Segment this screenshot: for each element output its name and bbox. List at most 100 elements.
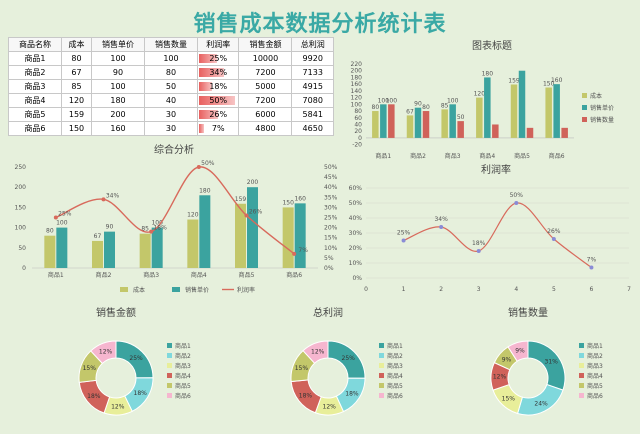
- table-cell: 80: [60, 51, 93, 66]
- donut-chart-sales-qty: 销售数量 31% 24% 15% 12% 9%9% 商品1 商品2 商品3 商品4 商品5 商品6: [490, 306, 603, 416]
- table-cell: 18%: [196, 79, 240, 94]
- point-value-label: 34%: [434, 216, 448, 223]
- legend-label: 成本: [590, 92, 602, 100]
- legend-label: 销售数量: [590, 116, 614, 124]
- bar-value-label: 100: [386, 97, 398, 104]
- table-cell: 5000: [238, 79, 293, 94]
- bar-value-label: 159: [508, 77, 520, 84]
- slice-pct-label: 18%: [345, 390, 359, 397]
- bar-成本: [372, 111, 379, 138]
- y2-tick-label: 10%: [324, 245, 338, 252]
- x-tick-label: 商品1: [375, 152, 391, 160]
- legend-swatch: [579, 363, 584, 368]
- y-tick-label: 250: [15, 164, 27, 171]
- table-cell: 100: [91, 79, 145, 94]
- bar-value-label: 100: [447, 97, 459, 104]
- table-cell: 7%: [196, 121, 240, 136]
- x-tick-label: 0: [364, 286, 368, 293]
- profit-rate-point: [439, 225, 444, 229]
- bar-value-label: 180: [199, 187, 211, 194]
- legend-swatch: [582, 93, 587, 98]
- rate-value-label: 7%: [298, 247, 308, 254]
- profit-rate-line: [403, 202, 592, 268]
- point-value-label: 18%: [472, 240, 486, 247]
- x-tick-label: 3: [477, 286, 481, 293]
- profit-rate-point: [476, 249, 481, 253]
- table-cell: 商品5: [8, 107, 62, 122]
- bar-成本: [282, 207, 294, 268]
- profit-rate-value: 34%: [209, 68, 228, 77]
- table-cell: 50: [144, 79, 198, 94]
- table-header-cell: 总利润: [291, 37, 334, 52]
- slice-pct-label: 24%: [534, 400, 548, 407]
- x-tick-label: 商品2: [410, 152, 426, 160]
- table-header-cell: 销售单价: [91, 37, 145, 52]
- profit-rate-value: 18%: [209, 82, 228, 91]
- y2-tick-label: 35%: [324, 194, 338, 201]
- donut-chart-sales-amount: 销售金额 25% 18% 12% 18% 15% 12% 商品1 商品2 商品3 商品4 商品5 商品6: [78, 306, 191, 416]
- bar-value-label: 120: [187, 212, 199, 219]
- table-header-cell: 商品名称: [8, 37, 62, 52]
- point-value-label: 50%: [510, 192, 524, 199]
- rate-value-label: 34%: [106, 192, 120, 199]
- legend-label: 商品6: [175, 392, 191, 400]
- legend-swatch: [582, 117, 587, 122]
- bar-销售单价: [380, 104, 387, 138]
- x-tick-label: 商品4: [191, 271, 207, 279]
- bar-销售单价: [518, 70, 526, 138]
- bar-销售单价: [553, 84, 560, 138]
- table-cell: 6000: [238, 107, 293, 122]
- legend-swatch: [167, 373, 172, 378]
- donut-slice: [302, 340, 329, 364]
- profit-rate-point: [149, 229, 154, 234]
- point-value-label: 25%: [397, 230, 411, 237]
- legend-label: 商品4: [175, 372, 191, 380]
- bar-成本: [92, 240, 103, 268]
- y2-tick-label: 20%: [324, 225, 338, 232]
- x-tick-label: 商品6: [549, 152, 565, 160]
- table-cell: 90: [91, 65, 145, 80]
- slice-pct-label: 25%: [342, 355, 356, 362]
- bar-销售数量: [561, 127, 568, 138]
- slice-pct-label: 12%: [99, 348, 113, 355]
- table-cell: 30: [144, 107, 198, 122]
- legend-swatch: [120, 287, 128, 292]
- y2-tick-label: 25%: [324, 215, 338, 222]
- bar-value-label: 80: [46, 228, 54, 235]
- table-row: 商品5 159 200 30 26% 6000 5841: [8, 107, 334, 122]
- bar-销售单价: [56, 227, 68, 268]
- table-cell: 商品6: [8, 121, 62, 136]
- bar-销售单价: [484, 77, 491, 138]
- y-tick-label: 20: [354, 128, 362, 135]
- y-tick-label: 0: [22, 265, 26, 272]
- legend-label: 销售单价: [590, 104, 614, 112]
- profit-rate-point: [101, 197, 106, 202]
- y-tick-label: 30%: [349, 230, 363, 237]
- slice-pct-label: 12%: [311, 348, 325, 355]
- bar-chart-overview: 图表标题220200180160140120100806040200-20801…: [351, 39, 614, 160]
- chart-title: 图表标题: [472, 39, 512, 52]
- profit-rate-bar: [198, 82, 213, 91]
- x-tick-label: 商品3: [445, 152, 461, 160]
- profit-rate-bar: [198, 96, 236, 105]
- legend-label: 商品4: [587, 372, 603, 380]
- bar-成本: [476, 97, 483, 138]
- slice-pct-label: 12%: [111, 403, 125, 410]
- y-tick-label: -20: [352, 142, 362, 149]
- table-cell: 商品2: [8, 65, 62, 80]
- bar-销售数量: [422, 111, 430, 138]
- legend-swatch: [379, 373, 384, 378]
- legend-label: 商品2: [387, 352, 403, 360]
- legend-swatch: [167, 363, 172, 368]
- y-tick-label: 50%: [349, 200, 363, 207]
- table-cell: 26%: [196, 107, 240, 122]
- table-cell: 7133: [291, 65, 334, 80]
- y-tick-label: 80: [354, 108, 362, 115]
- bar-成本: [510, 84, 518, 138]
- legend-label: 商品4: [387, 372, 403, 380]
- bar-value-label: 100: [56, 220, 68, 227]
- bar-销售数量: [526, 127, 534, 138]
- slice-pct-label: 12%: [323, 403, 337, 410]
- legend-swatch: [579, 373, 584, 378]
- profit-rate-bar: [198, 68, 224, 77]
